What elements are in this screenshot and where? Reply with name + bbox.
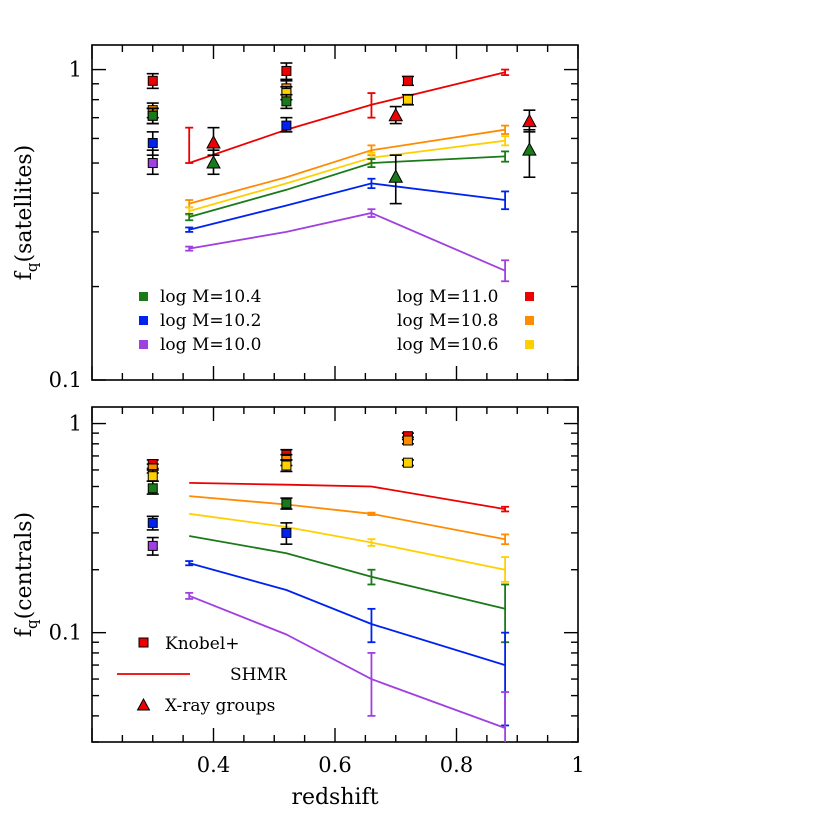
y-axis-label-sub: q xyxy=(23,262,41,272)
legend-label: log M=10.0 xyxy=(160,335,261,355)
top-ticks xyxy=(91,45,579,381)
series-line xyxy=(188,71,506,164)
legend-swatch xyxy=(525,316,534,325)
xray-triangle-marker xyxy=(206,154,221,169)
legend-swatch xyxy=(139,316,148,325)
knobel-square-marker xyxy=(281,460,292,471)
legend-swatch xyxy=(139,340,148,349)
x-axis-label: redshift xyxy=(291,785,378,810)
knobel-square-marker xyxy=(147,110,158,121)
x-tick-label: 1 xyxy=(571,753,584,777)
series-line xyxy=(188,594,506,729)
series-line xyxy=(189,482,506,510)
y-axis-label-rest: (centrals) xyxy=(12,512,37,619)
y-axis-label-sub: q xyxy=(23,619,41,629)
legend-label: log M=10.8 xyxy=(397,311,498,331)
y-tick-label: 0.1 xyxy=(49,368,82,392)
bottom-panel: 1 0.1 0.4 0.6 0.8 1 fq(centrals) redshift Knobel… xyxy=(12,406,585,810)
series-line xyxy=(188,182,506,231)
xray-triangle-marker xyxy=(522,113,537,128)
knobel-square-marker xyxy=(147,138,158,149)
y-axis-label-main: f xyxy=(12,270,37,280)
xray-triangle-marker xyxy=(522,142,537,156)
xray-triangle-marker xyxy=(388,107,404,122)
y-axis-label: fq(satellites) xyxy=(12,145,41,280)
x-tick-label: 0.6 xyxy=(318,753,351,777)
x-tick-label: 0.4 xyxy=(197,753,230,777)
xray-triangle-marker xyxy=(388,169,404,183)
knobel-square-marker xyxy=(402,435,413,446)
knobel-square-marker xyxy=(147,158,158,169)
series-line xyxy=(189,495,506,541)
knobel-square-marker xyxy=(147,483,158,494)
series-line xyxy=(188,139,506,212)
knobel-square-marker xyxy=(281,120,292,131)
knobel-square-marker xyxy=(147,540,158,551)
y-axis-label-rest: (satellites) xyxy=(12,145,37,263)
legend-label: Knobel+ xyxy=(165,634,240,654)
y-tick-label: 0.1 xyxy=(49,621,82,645)
bottom-legend: Knobel+ SHMR X-ray groups xyxy=(117,634,288,716)
xray-triangle-marker xyxy=(206,134,221,149)
legend-label: log M=10.2 xyxy=(160,311,261,331)
series-line xyxy=(189,512,506,571)
top-data xyxy=(146,62,537,283)
legend-label: log M=11.0 xyxy=(397,287,498,307)
legend-label: log M=10.4 xyxy=(160,287,261,307)
y-axis-label-main: f xyxy=(12,627,37,637)
y-tick-label: 1 xyxy=(69,58,82,82)
top-legend: log M=10.4 log M=10.2 log M=10.0 log M=11.0… xyxy=(139,287,534,355)
series-line xyxy=(188,562,506,666)
y-axis-label: fq(centrals) xyxy=(12,512,41,637)
y-tick-label: 1 xyxy=(69,412,82,436)
series-line xyxy=(189,535,506,610)
legend-square-marker xyxy=(138,637,149,648)
knobel-square-marker xyxy=(402,75,413,86)
series-line xyxy=(188,155,506,218)
legend-label: SHMR xyxy=(230,665,288,685)
knobel-square-marker xyxy=(281,65,292,76)
knobel-square-marker xyxy=(281,498,292,509)
legend-swatch xyxy=(139,292,148,301)
knobel-square-marker xyxy=(402,94,413,105)
knobel-square-marker xyxy=(402,457,413,468)
series-line xyxy=(188,128,506,205)
knobel-square-marker xyxy=(147,517,158,528)
bottom-ticks xyxy=(91,407,579,743)
series-line xyxy=(189,212,506,272)
legend-label: log M=10.6 xyxy=(397,335,498,355)
legend-triangle-marker xyxy=(136,697,151,711)
x-tick-label: 0.8 xyxy=(440,753,473,777)
knobel-square-marker xyxy=(147,471,158,482)
knobel-square-marker xyxy=(281,96,292,107)
legend-swatch xyxy=(525,340,534,349)
legend-label: X-ray groups xyxy=(165,696,275,716)
bottom-data xyxy=(146,431,510,742)
knobel-square-marker xyxy=(281,527,292,538)
knobel-square-marker xyxy=(147,75,158,86)
legend-swatch xyxy=(525,292,534,301)
